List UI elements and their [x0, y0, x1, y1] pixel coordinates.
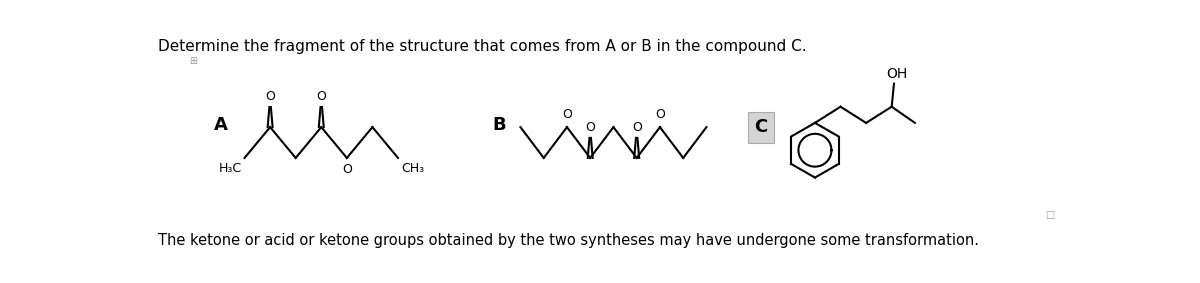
Text: ⊞: ⊞: [188, 56, 197, 66]
Text: O: O: [586, 121, 595, 134]
Text: CH₃: CH₃: [401, 162, 425, 175]
Text: B: B: [492, 116, 506, 134]
Text: The ketone or acid or ketone groups obtained by the two syntheses may have under: The ketone or acid or ketone groups obta…: [157, 233, 979, 248]
FancyBboxPatch shape: [748, 112, 774, 143]
Text: O: O: [655, 108, 665, 121]
Text: OH: OH: [887, 67, 907, 81]
Text: C: C: [754, 118, 767, 136]
Text: O: O: [342, 162, 352, 175]
Text: H₃C: H₃C: [218, 162, 241, 175]
Text: A: A: [214, 116, 228, 134]
Text: Determine the fragment of the structure that comes from A or B in the compound C: Determine the fragment of the structure …: [157, 39, 806, 54]
Text: O: O: [631, 121, 642, 134]
Text: O: O: [317, 90, 326, 103]
Text: □: □: [1045, 209, 1055, 220]
Text: O: O: [265, 90, 275, 103]
Text: O: O: [562, 108, 572, 121]
